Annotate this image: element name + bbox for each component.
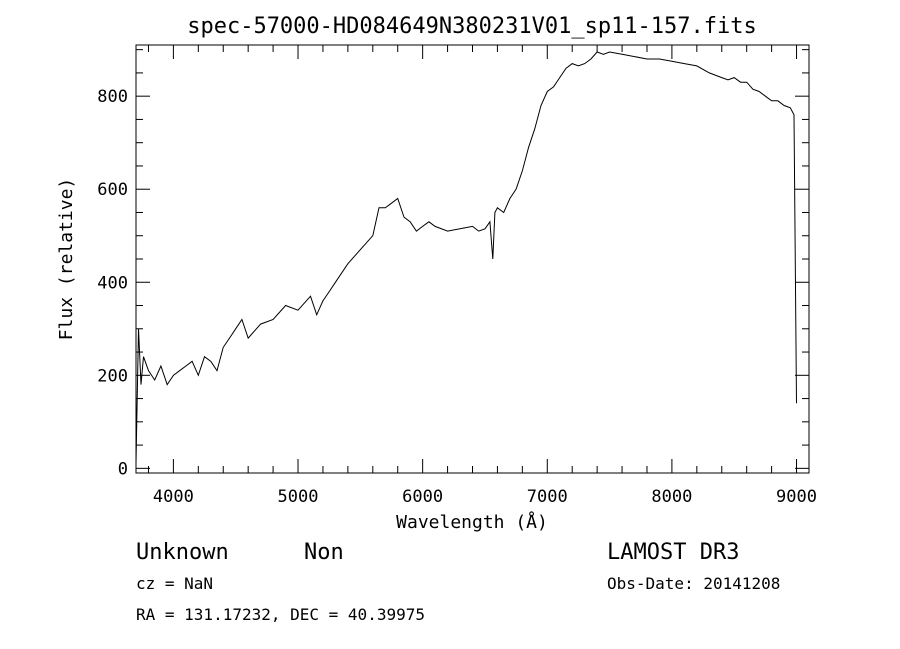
x-tick-label: 9000: [776, 487, 817, 507]
x-tick-label: 6000: [402, 487, 443, 507]
x-tick-label: 8000: [651, 487, 692, 507]
y-tick-label: 0: [118, 459, 128, 479]
axis-ticks: [136, 45, 809, 473]
x-tick-label: 4000: [153, 487, 194, 507]
object-type: Unknown: [136, 540, 229, 565]
obs-date: Obs-Date: 20141208: [607, 574, 780, 593]
y-tick-label: 400: [97, 273, 128, 293]
y-axis-label: Flux (relative): [56, 178, 77, 341]
coordinates: RA = 131.17232, DEC = 40.39975: [136, 605, 425, 624]
y-tick-label: 600: [97, 180, 128, 200]
y-tick-label: 800: [97, 87, 128, 107]
plot-frame: [135, 44, 810, 474]
chart-title: spec-57000-HD084649N380231V01_sp11-157.f…: [187, 14, 757, 39]
spectrum-line: [135, 51, 797, 464]
object-class: Non: [304, 540, 344, 565]
redshift-info: cz = NaN: [136, 574, 213, 593]
survey-name: LAMOST DR3: [607, 540, 739, 565]
x-tick-label: 5000: [278, 487, 319, 507]
tick-labels: 4000 5000 6000 7000 8000 9000 0 200 400 600 800: [97, 87, 817, 507]
y-tick-label: 200: [97, 366, 128, 386]
x-axis-label: Wavelength (Å): [396, 511, 548, 533]
x-tick-label: 7000: [527, 487, 568, 507]
